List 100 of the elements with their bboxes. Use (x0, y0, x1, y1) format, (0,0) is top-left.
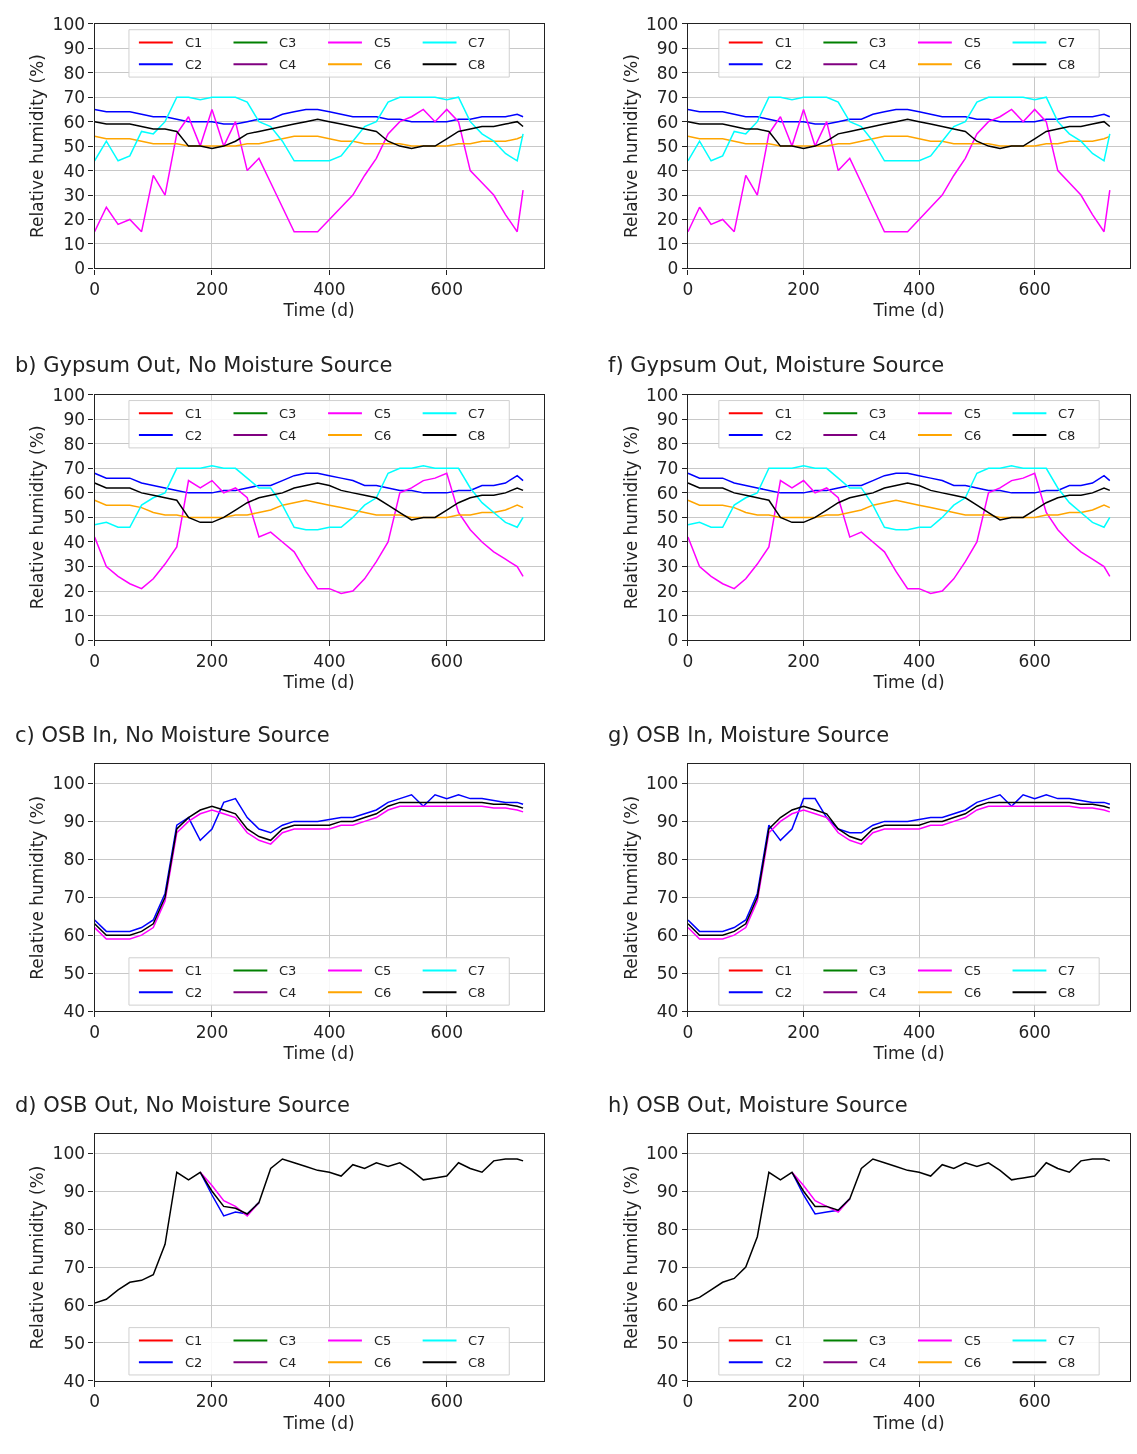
line-series (687, 108, 1111, 233)
x-axis-title: Time (d) (282, 1412, 355, 1433)
x-tick-label: 400 (313, 650, 346, 671)
y-tick-label: 40 (63, 1000, 86, 1021)
legend-label: C4 (869, 57, 887, 72)
y-tick-label: 70 (656, 458, 679, 479)
x-axis-title: Time (d) (872, 300, 945, 321)
legend-label: C6 (374, 1355, 392, 1370)
x-tick-label: 600 (1018, 650, 1051, 671)
x-tick-label: 0 (89, 1391, 101, 1412)
y-tick-label: 90 (656, 409, 679, 430)
legend-label: C5 (374, 1333, 392, 1348)
legend-label: C6 (964, 985, 982, 1000)
y-tick-label: 60 (656, 482, 679, 503)
y-tick-label: 20 (63, 209, 86, 230)
legend-label: C4 (279, 985, 297, 1000)
legend-label: C7 (1058, 35, 1076, 50)
y-tick-label: 70 (63, 887, 86, 908)
y-tick-label: 30 (63, 556, 86, 577)
y-tick-label: 60 (656, 1294, 679, 1315)
legend-label: C7 (1058, 1333, 1076, 1348)
x-tick-label: 0 (682, 1391, 694, 1412)
y-tick-label: 60 (63, 1294, 86, 1315)
y-tick-label: 10 (656, 233, 679, 254)
x-tick-label: 0 (89, 650, 101, 671)
legend-label: C5 (374, 406, 392, 421)
legend-label: C8 (468, 57, 486, 72)
y-axis-title: Relative humidity (%) (620, 54, 641, 239)
y-tick-label: 100 (52, 1143, 86, 1164)
y-tick-label: 90 (63, 1181, 86, 1202)
x-tick-label: 200 (787, 1021, 820, 1042)
y-tick-label: 0 (74, 630, 86, 651)
legend-label: C1 (775, 963, 793, 978)
line-series (94, 1158, 524, 1304)
legend-label: C7 (468, 1333, 486, 1348)
x-tick-label: 400 (902, 650, 936, 671)
legend-label: C4 (279, 1355, 297, 1370)
legend-label: C1 (185, 406, 203, 421)
line-series (687, 465, 1111, 531)
legend-label: C4 (869, 1355, 887, 1370)
y-tick-label: 40 (63, 531, 86, 552)
y-tick-label: 50 (656, 963, 679, 984)
y-tick-label: 90 (656, 811, 679, 832)
x-tick-label: 600 (430, 1021, 463, 1042)
y-tick-label: 70 (63, 1257, 86, 1278)
y-tick-label: 50 (656, 1332, 679, 1353)
y-axis-title: Relative humidity (%) (27, 1165, 48, 1350)
line-series (94, 482, 524, 524)
y-tick-label: 100 (645, 384, 679, 405)
line-series (94, 135, 524, 147)
x-tick-label: 200 (195, 1391, 229, 1412)
y-tick-label: 100 (52, 773, 86, 794)
legend-label: C6 (374, 428, 392, 443)
legend-label: C1 (775, 35, 793, 50)
y-tick-label: 0 (74, 258, 86, 279)
legend-label: C2 (185, 57, 203, 72)
legend-label: C3 (869, 1333, 887, 1348)
legend-label: C2 (185, 428, 203, 443)
x-tick-label: 400 (902, 1021, 936, 1042)
y-tick-label: 100 (52, 13, 86, 34)
x-tick-label: 400 (313, 278, 346, 299)
y-tick-label: 60 (63, 925, 86, 946)
y-tick-label: 20 (656, 581, 679, 602)
y-tick-label: 100 (52, 384, 86, 405)
y-axis-title: Relative humidity (%) (27, 425, 48, 610)
y-tick-label: 20 (656, 209, 679, 230)
y-tick-label: 90 (63, 811, 86, 832)
legend-label: C1 (185, 35, 203, 50)
legend-label: C8 (1058, 57, 1076, 72)
line-series (687, 1158, 1111, 1302)
line-series (687, 108, 1111, 125)
x-tick-label: 200 (787, 1391, 820, 1412)
chart-title: d) OSB Out, No Moisture Source (15, 1093, 350, 1117)
x-tick-label: 0 (89, 1021, 101, 1042)
legend-label: C4 (869, 985, 887, 1000)
legend-label: C5 (964, 35, 982, 50)
line-series (687, 96, 1111, 162)
line-series (94, 108, 524, 233)
legend-label: C3 (279, 1333, 297, 1348)
legend-label: C6 (964, 57, 982, 72)
legend-label: C3 (869, 406, 887, 421)
y-tick-label: 80 (63, 433, 86, 454)
y-tick-label: 80 (656, 849, 679, 870)
y-tick-label: 60 (656, 111, 679, 132)
legend-label: C3 (279, 406, 297, 421)
y-tick-label: 50 (63, 963, 86, 984)
y-tick-label: 90 (656, 38, 679, 59)
line-series (687, 118, 1111, 150)
legend-label: C5 (964, 406, 982, 421)
y-tick-label: 80 (63, 849, 86, 870)
x-tick-label: 400 (902, 1391, 936, 1412)
chart-title: b) Gypsum Out, No Moisture Source (15, 353, 393, 377)
y-tick-label: 60 (63, 111, 86, 132)
y-tick-label: 50 (656, 136, 679, 157)
chart-title: h) OSB Out, Moisture Source (608, 1093, 908, 1117)
x-tick-label: 600 (1018, 1391, 1051, 1412)
y-tick-label: 40 (656, 160, 679, 181)
legend-label: C4 (279, 57, 297, 72)
y-tick-label: 50 (656, 507, 679, 528)
x-tick-label: 200 (195, 1021, 229, 1042)
